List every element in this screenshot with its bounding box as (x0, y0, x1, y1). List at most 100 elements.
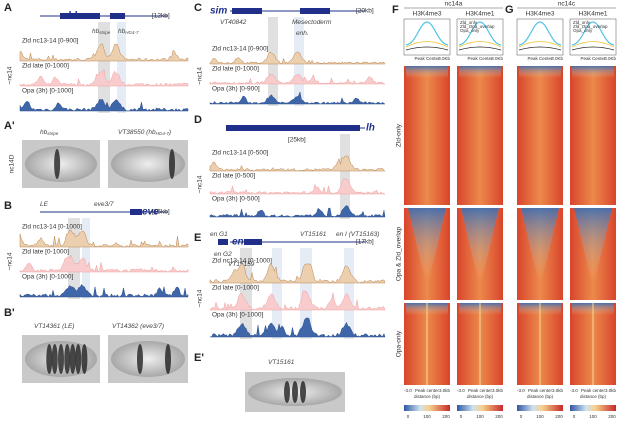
label: 3.0Kb (604, 56, 616, 61)
text-sub: HG4-7 (125, 30, 139, 35)
heatmap-signal (406, 66, 448, 78)
label: nc14a (445, 1, 463, 8)
label: Zld late [0-1000] (212, 285, 259, 292)
embryo (111, 146, 185, 182)
stain (75, 344, 82, 374)
label: 0 (460, 414, 463, 419)
text-part: en G2 (214, 251, 232, 258)
heatmap-signal (479, 303, 481, 385)
signal-track (209, 263, 386, 284)
label: ~nc14 (197, 175, 204, 193)
label: 3.0Kb (438, 56, 450, 61)
label: Peak center (415, 388, 440, 393)
label: ~nc14 (197, 289, 204, 307)
profile-curve (405, 41, 449, 48)
label: Peak Center (467, 56, 493, 61)
label: eve (142, 207, 159, 218)
profile-curve (458, 41, 502, 48)
signal-track (19, 68, 189, 87)
label: VT14362 (eve3/7) (112, 323, 164, 330)
text-part: VT15161 (300, 231, 327, 238)
label: sim (210, 6, 227, 17)
gene-exon (232, 8, 262, 14)
label: Zld late [0-1000] (22, 249, 69, 256)
label: Zld_only (573, 20, 591, 25)
label: hbstripe (92, 28, 111, 35)
profile-curve (518, 46, 562, 51)
label: Zld nc13-14 [0-1000] (22, 224, 82, 231)
stain (300, 381, 306, 403)
label: Zld late [0-500] (212, 173, 256, 180)
label: Opa (3h) [0-900] (212, 86, 260, 93)
label: 0 (520, 414, 523, 419)
gene-exon (60, 13, 100, 19)
label: Peak Center (580, 56, 606, 61)
heatmap-signal (519, 66, 561, 78)
profile-curve (405, 21, 449, 46)
label: [25kb] (288, 137, 306, 144)
label: Opa (3h) [0-500] (212, 196, 260, 203)
label: D (194, 114, 202, 126)
embryo (111, 341, 185, 377)
text-sub: HG4-7 (156, 131, 170, 136)
label: Peak center (581, 388, 606, 393)
label: H3K4me3 (413, 11, 442, 18)
stain (169, 149, 175, 179)
gene-exon (110, 13, 125, 19)
label: eve3/7 (94, 201, 114, 208)
stain (58, 344, 64, 374)
label: -3.0 (570, 388, 578, 393)
heatmap-block (570, 66, 616, 205)
label: E (194, 232, 201, 244)
label: Zld_only (460, 20, 478, 25)
signal-track (209, 178, 386, 195)
text-part: enh. (296, 30, 309, 37)
text-part: eve3/7 (94, 201, 114, 208)
label: Zld_Opa_overlap (460, 24, 495, 29)
label: H3K4me3 (526, 11, 555, 18)
text-part: VT14361 (LE) (34, 323, 74, 330)
label: Zld nc13-14 [0-500] (212, 150, 269, 157)
label: [20kb] (356, 8, 374, 15)
profile-curve (518, 21, 562, 46)
label: 200 (608, 414, 616, 419)
colorbar (404, 405, 450, 411)
label: hb (68, 11, 80, 22)
label: 3.0kb (492, 388, 504, 393)
text-part: LE (40, 201, 49, 208)
text-part: VT14362 (eve3/7) (112, 323, 164, 330)
label: 200 (495, 414, 503, 419)
label: 0 (407, 414, 410, 419)
label: G (505, 4, 514, 16)
label: nc14D (9, 154, 16, 173)
text-part: hb (40, 129, 48, 136)
stain (137, 344, 143, 374)
label: 100 (423, 414, 431, 419)
label: Peak center (528, 388, 553, 393)
label: 3.0kb (439, 388, 451, 393)
label: LE (40, 201, 49, 208)
label: -3.0 (404, 388, 412, 393)
label: ~nc14 (197, 67, 204, 85)
stain (46, 344, 53, 374)
signal-track (209, 155, 386, 172)
label: 3.0Kb (551, 56, 563, 61)
label: VT15159 (228, 261, 255, 268)
signal-track (19, 254, 189, 273)
label: enh. (296, 30, 309, 37)
label: Opa (3h) [0-1000] (22, 274, 74, 281)
label: hbstripe (40, 129, 59, 136)
label: 3.0kb (552, 388, 564, 393)
text-sub: stripe (99, 30, 111, 35)
profile-curve (405, 46, 449, 51)
profile-curve (571, 41, 615, 48)
label: ~nc14 (7, 66, 14, 84)
stain (292, 381, 298, 403)
label: Zld late [0-1000] (212, 66, 259, 73)
label: B' (4, 307, 15, 319)
label: distance (bp) (527, 394, 554, 399)
profile-curve (458, 46, 502, 51)
text-part: VT40842 (220, 19, 247, 26)
label: 200 (442, 414, 450, 419)
label: 3.0kb (605, 388, 617, 393)
